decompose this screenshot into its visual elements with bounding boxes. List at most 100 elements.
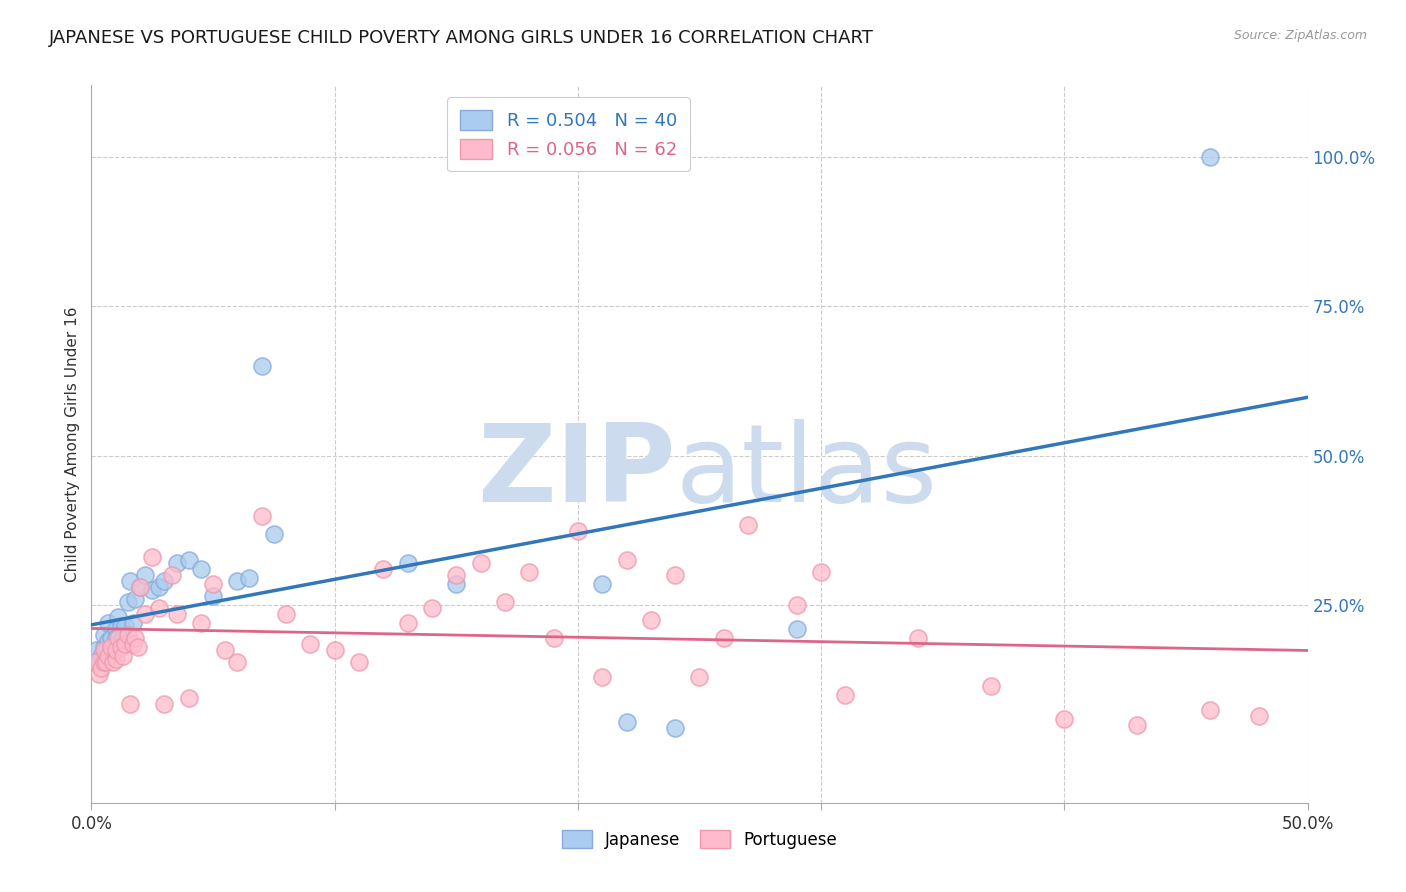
- Point: [226, 655, 249, 669]
- Point: [591, 577, 613, 591]
- Point: [591, 670, 613, 684]
- Point: [177, 691, 200, 706]
- Point: [141, 550, 163, 565]
- Point: [117, 595, 139, 609]
- Point: [148, 601, 170, 615]
- Point: [114, 637, 136, 651]
- Point: [616, 553, 638, 567]
- Point: [494, 595, 516, 609]
- Point: [120, 697, 142, 711]
- Text: atlas: atlas: [675, 419, 938, 525]
- Point: [160, 568, 183, 582]
- Point: [94, 643, 117, 657]
- Point: [202, 590, 225, 604]
- Point: [121, 637, 143, 651]
- Point: [980, 679, 1002, 693]
- Point: [94, 655, 117, 669]
- Point: [111, 649, 134, 664]
- Point: [1247, 709, 1270, 723]
- Point: [117, 628, 139, 642]
- Point: [107, 632, 129, 646]
- Point: [688, 670, 710, 684]
- Point: [100, 632, 122, 646]
- Point: [907, 632, 929, 646]
- Point: [737, 517, 759, 532]
- Point: [470, 557, 492, 571]
- Point: [543, 632, 565, 646]
- Point: [93, 628, 115, 642]
- Point: [786, 622, 808, 636]
- Point: [124, 592, 146, 607]
- Point: [396, 557, 419, 571]
- Point: [124, 632, 146, 646]
- Point: [347, 655, 370, 669]
- Text: Source: ZipAtlas.com: Source: ZipAtlas.com: [1233, 29, 1367, 43]
- Point: [616, 714, 638, 729]
- Point: [93, 643, 115, 657]
- Point: [444, 577, 467, 591]
- Point: [134, 607, 156, 622]
- Point: [84, 643, 107, 657]
- Point: [166, 607, 188, 622]
- Point: [107, 610, 129, 624]
- Point: [1053, 712, 1076, 726]
- Point: [141, 583, 163, 598]
- Point: [1199, 703, 1222, 717]
- Text: ZIP: ZIP: [477, 419, 675, 525]
- Y-axis label: Child Poverty Among Girls Under 16: Child Poverty Among Girls Under 16: [65, 306, 80, 582]
- Point: [786, 599, 808, 613]
- Point: [120, 574, 142, 589]
- Point: [250, 359, 273, 373]
- Point: [93, 655, 115, 669]
- Point: [100, 640, 122, 655]
- Point: [129, 581, 152, 595]
- Point: [420, 601, 443, 615]
- Point: [103, 643, 125, 657]
- Text: JAPANESE VS PORTUGUESE CHILD POVERTY AMONG GIRLS UNDER 16 CORRELATION CHART: JAPANESE VS PORTUGUESE CHILD POVERTY AMO…: [49, 29, 875, 47]
- Point: [713, 632, 735, 646]
- Point: [104, 652, 127, 666]
- Point: [640, 613, 662, 627]
- Point: [810, 566, 832, 580]
- Point: [226, 574, 249, 589]
- Point: [177, 553, 200, 567]
- Point: [104, 632, 127, 646]
- Point: [104, 643, 127, 657]
- Point: [153, 574, 176, 589]
- Point: [87, 655, 110, 669]
- Point: [323, 643, 346, 657]
- Point: [129, 581, 152, 595]
- Point: [166, 557, 188, 571]
- Point: [664, 568, 686, 582]
- Point: [90, 661, 112, 675]
- Point: [87, 667, 110, 681]
- Point: [90, 649, 112, 664]
- Point: [274, 607, 297, 622]
- Point: [214, 643, 236, 657]
- Point: [263, 526, 285, 541]
- Point: [84, 655, 107, 669]
- Point: [114, 619, 136, 633]
- Point: [1126, 718, 1149, 732]
- Point: [373, 562, 395, 576]
- Point: [1199, 150, 1222, 164]
- Point: [567, 524, 589, 538]
- Point: [148, 581, 170, 595]
- Point: [396, 616, 419, 631]
- Point: [93, 640, 115, 655]
- Point: [104, 622, 127, 636]
- Point: [103, 655, 125, 669]
- Point: [299, 637, 322, 651]
- Point: [202, 577, 225, 591]
- Point: [517, 566, 540, 580]
- Point: [110, 619, 132, 633]
- Point: [97, 634, 120, 648]
- Point: [97, 616, 120, 631]
- Point: [111, 632, 134, 646]
- Point: [664, 721, 686, 735]
- Point: [97, 649, 120, 664]
- Point: [110, 640, 132, 655]
- Point: [834, 688, 856, 702]
- Point: [134, 568, 156, 582]
- Point: [121, 616, 143, 631]
